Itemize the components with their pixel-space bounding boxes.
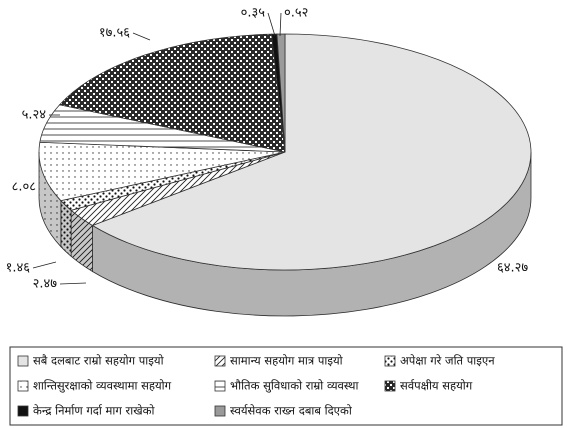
legend-swatch	[17, 405, 29, 417]
side-shade	[60, 200, 72, 257]
legend-label: सर्वपक्षीय सहयोग	[400, 379, 473, 393]
slice	[276, 33, 286, 153]
legend-swatch	[17, 380, 29, 392]
slice	[91, 33, 532, 271]
legend-swatch	[17, 355, 29, 367]
leader-line	[32, 261, 57, 269]
data-label: ६४.२७	[497, 261, 528, 276]
leader-line	[267, 12, 276, 37]
leader-line	[59, 282, 87, 285]
side-shade	[39, 152, 61, 247]
data-label: ०.३५	[241, 6, 266, 21]
legend-label: भौतिक सुविधाको राम्रो व्यवस्था	[230, 379, 360, 394]
legend-label: अपेक्षा गरे जति पाइएन	[400, 354, 495, 368]
slice	[38, 141, 286, 202]
legend-label: सबै दलबाट राम्रो सहयोग पाइयो	[33, 354, 165, 368]
legend-swatch	[384, 380, 396, 392]
legend-swatch	[214, 380, 226, 392]
legend-label: शान्तिसुरक्षाको व्यवस्थामा सहयोग	[33, 379, 172, 394]
data-label: ५.२४	[22, 108, 47, 123]
leader-line	[132, 32, 151, 41]
legend: सबै दलबाट राम्रो सहयोग पाइयो सामान्य सहयो…	[17, 354, 495, 418]
data-label: १.४६	[6, 261, 31, 276]
legend-swatch	[384, 355, 396, 367]
leader-line	[279, 12, 282, 37]
pie	[38, 33, 532, 317]
legend-box	[9, 346, 563, 426]
legend-label: स्वर्यसेवक राख्न दबाब दिएको	[230, 404, 353, 418]
legend-swatch	[214, 355, 226, 367]
side-shade	[92, 152, 531, 317]
side-shade	[71, 210, 93, 272]
data-label: २.४७	[33, 277, 58, 292]
legend-label: केन्द्र निर्माण गर्दा माग राखेको	[33, 404, 155, 418]
data-label: १७.५६	[99, 26, 130, 41]
data-label: ०.५२	[284, 6, 308, 21]
legend-swatch	[214, 405, 226, 417]
data-labels: ६४.२७ २.४७१.४६ ८.०८ ५.२४ १७.५६ ०.३५ ०.५२	[6, 6, 529, 292]
legend-label: सामान्य सहयोग मात्र पाइयो	[230, 354, 344, 368]
data-label: ८.०८	[12, 180, 37, 195]
slice	[58, 33, 286, 153]
